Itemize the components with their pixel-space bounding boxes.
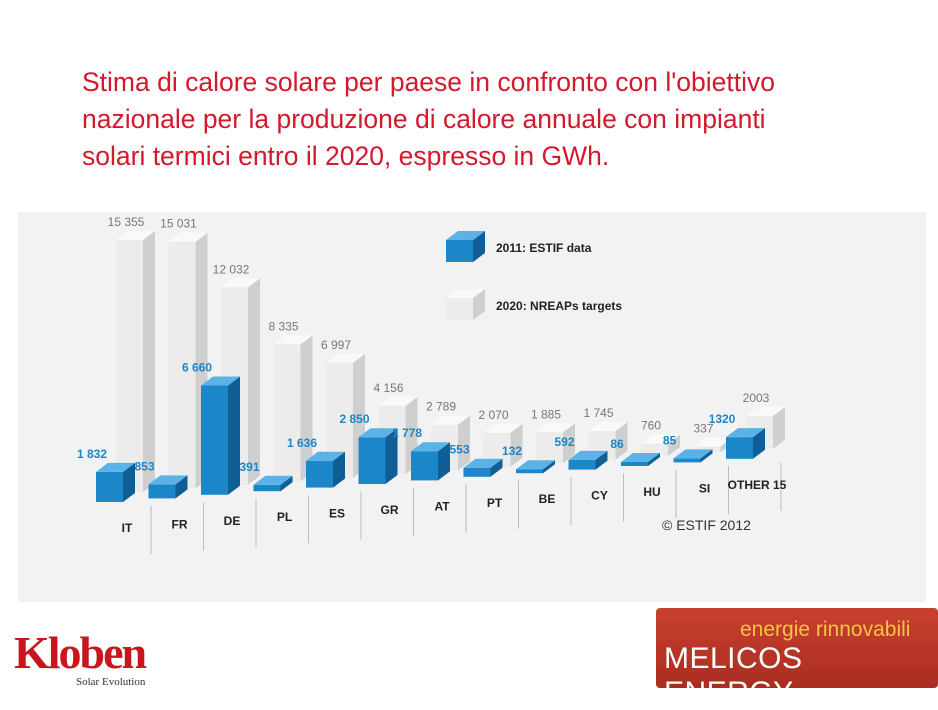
value-label-2011: 592 <box>554 435 574 449</box>
bar-2011-cy <box>568 450 608 470</box>
value-label-2011: 1 636 <box>287 436 317 450</box>
category-label: SI <box>699 481 710 495</box>
bar-2011-pt <box>463 458 503 477</box>
category-label: DE <box>224 514 241 528</box>
category-label: ES <box>329 507 345 521</box>
value-label-2020: 12 032 <box>213 262 250 276</box>
value-label-2020: 2 070 <box>478 408 508 422</box>
bar-2011-hu <box>621 453 660 466</box>
kloben-brand-text: Kloben <box>14 627 147 678</box>
melicos-energy-logo <box>656 608 938 688</box>
category-label: BE <box>539 492 556 506</box>
value-label-2020: 8 335 <box>268 319 298 333</box>
value-label-2020: 2003 <box>743 391 770 405</box>
bar-2020-pt <box>483 423 523 467</box>
value-label-2011: 853 <box>134 459 154 473</box>
value-label-2020: 760 <box>641 419 661 433</box>
category-label: FR <box>172 517 188 531</box>
value-label-2011: 85 <box>663 433 677 447</box>
category-label: GR <box>381 503 399 517</box>
copyright-annotation: © ESTIF 2012 <box>662 517 751 533</box>
value-label-2011: 86 <box>610 437 624 451</box>
value-label-2020: 337 <box>693 421 713 435</box>
bar-2011-es <box>306 451 345 488</box>
category-label: OTHER 15 <box>728 478 787 492</box>
legend-swatch-2011 <box>446 231 485 262</box>
value-label-2020: 1 885 <box>531 407 561 421</box>
category-label: AT <box>434 499 450 513</box>
bar-2020-hu <box>641 434 680 456</box>
value-label-2011: 1320 <box>709 412 736 426</box>
value-label-2020: 15 031 <box>160 217 197 231</box>
melicos-tagline: energie rinnovabili <box>740 618 911 641</box>
legend-label-2011: 2011: ESTIF data <box>496 241 592 255</box>
category-label: PL <box>277 510 292 524</box>
bar-chart-3d: 15 355 1 832 IT 15 031 853 FR 12 032 6 660 DE 8 3… <box>77 215 787 554</box>
bar-2020-it <box>116 231 155 492</box>
value-label-2011: 391 <box>239 460 259 474</box>
legend-label-2020: 2020: NREAPs targets <box>496 299 622 313</box>
value-label-2020: 6 997 <box>321 338 351 352</box>
bar-2011-de <box>201 376 240 495</box>
bar-2011-it <box>96 462 135 502</box>
value-label-2011: 2 850 <box>339 412 369 426</box>
bar-2020-pl <box>273 335 313 482</box>
value-label-2011: 132 <box>502 444 522 458</box>
chart-title: Stima di calore solare per paese in conf… <box>82 67 775 171</box>
chart-panel: 15 355 1 832 IT 15 031 853 FR 12 032 6 660 DE 8 3… <box>18 212 926 602</box>
value-label-2020: 15 355 <box>108 215 145 229</box>
legend-swatch-2020 <box>446 289 485 320</box>
value-label-2020: 4 156 <box>373 381 403 395</box>
bar-2011-pl <box>253 475 293 492</box>
bar-2011-at <box>411 442 450 481</box>
category-label: PT <box>487 496 503 510</box>
melicos-brand-text: MELICOS ENERGY <box>664 642 803 709</box>
bar-2020-fr <box>168 232 208 489</box>
category-label: IT <box>122 521 133 535</box>
value-label-2020: 1 745 <box>583 406 613 420</box>
bar-2011-fr <box>148 475 188 499</box>
bar-2011-si <box>673 449 713 463</box>
value-label-2011: 1 832 <box>77 447 107 461</box>
bar-2011-be <box>516 460 555 474</box>
category-label: HU <box>643 485 660 499</box>
value-label-2011: 1 778 <box>392 426 422 440</box>
value-label-2011: 553 <box>449 443 469 457</box>
kloben-tagline: Solar Evolution <box>76 676 146 688</box>
value-label-2011: 6 660 <box>182 360 212 374</box>
bar-2011-other-15 <box>726 428 765 459</box>
bar-2011-gr <box>358 428 398 484</box>
category-label: CY <box>591 489 608 503</box>
value-label-2020: 2 789 <box>426 400 456 414</box>
bar-2020-be <box>536 423 575 464</box>
chart-legend: 2011: ESTIF data 2020: NREAPs targets <box>446 231 622 320</box>
